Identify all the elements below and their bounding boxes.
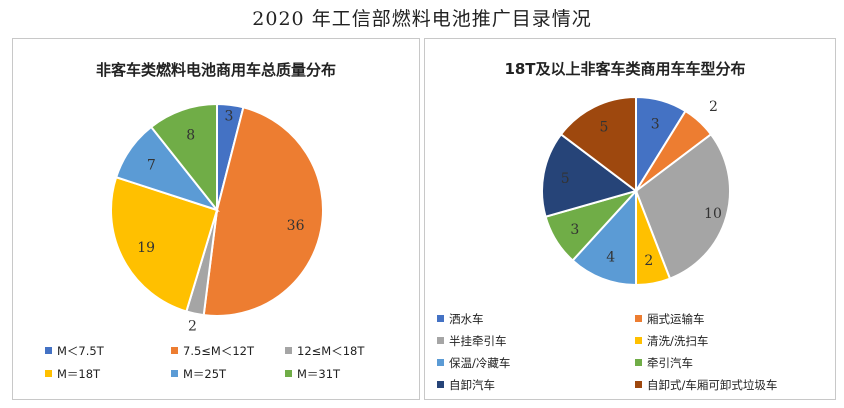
weight-data-label-0: 3 bbox=[224, 109, 233, 125]
weight-data-label-2: 2 bbox=[188, 318, 197, 334]
vehicle-type-slice-7 bbox=[559, 95, 637, 194]
weight-legend-item-0: M＜7.5T bbox=[45, 343, 104, 359]
vehicle-type-legend-swatch-6 bbox=[437, 381, 444, 388]
vehicle-type-legend-label-2: 半挂牵引车 bbox=[449, 334, 507, 348]
vehicle-type-slice-4 bbox=[571, 188, 637, 287]
weight-legend-label-1: 7.5≤M＜12T bbox=[183, 344, 255, 358]
vehicle-type-legend-label-1: 厢式运输车 bbox=[647, 312, 705, 326]
pie-chart-vehicle-type: 3 2 10 2 4 3 5 5 bbox=[541, 95, 731, 287]
weight-data-label-1: 36 bbox=[287, 218, 305, 234]
weight-legend-item-1: 7.5≤M＜12T bbox=[171, 343, 254, 359]
vehicle-type-legend-swatch-4 bbox=[437, 359, 444, 366]
weight-legend-item-5: M＝31T bbox=[285, 366, 340, 382]
weight-legend-swatch-3 bbox=[45, 370, 52, 377]
vehicle-type-legend-item-2: 半挂牵引车 bbox=[437, 333, 507, 349]
weight-legend-label-5: M＝31T bbox=[297, 367, 341, 381]
weight-legend-item-2: 12≤M＜18T bbox=[285, 343, 364, 359]
vehicle-type-slice-2 bbox=[634, 132, 731, 280]
vehicle-type-legend-item-7: 自卸式/车厢可卸式垃圾车 bbox=[635, 377, 777, 393]
weight-legend-swatch-4 bbox=[171, 370, 178, 377]
vehicle-type-legend-item-5: 牵引汽车 bbox=[635, 355, 693, 371]
pie-chart-weight: 3 36 2 19 7 8 bbox=[110, 102, 324, 334]
vehicle-type-legend-label-6: 自卸汽车 bbox=[449, 378, 495, 392]
weight-legend-label-3: M＝18T bbox=[57, 367, 101, 381]
vehicle-type-data-label-0: 3 bbox=[651, 117, 660, 133]
weight-legend-swatch-0 bbox=[45, 347, 52, 354]
vehicle-type-data-label-2: 10 bbox=[704, 206, 722, 222]
weight-slice-3 bbox=[110, 175, 219, 313]
weight-data-label-3: 19 bbox=[137, 240, 155, 256]
weight-legend-label-2: 12≤M＜18T bbox=[297, 344, 365, 358]
vehicle-type-legend-item-0: 洒水车 bbox=[437, 311, 484, 327]
weight-legend-swatch-5 bbox=[285, 370, 292, 377]
legend-vehicle-type: 洒水车 厢式运输车半挂牵引车 清洗/洗扫车保温/冷藏车 牵引汽车自卸汽车 自卸式/车厢可… bbox=[425, 39, 837, 401]
vehicle-type-legend-swatch-1 bbox=[635, 315, 642, 322]
weight-legend-label-4: M＝25T bbox=[183, 367, 227, 381]
weight-legend-label-0: M＜7.5T bbox=[57, 344, 104, 358]
weight-data-label-4: 7 bbox=[147, 157, 156, 173]
vehicle-type-data-label-3: 2 bbox=[644, 253, 653, 269]
weight-slice-1 bbox=[202, 106, 324, 317]
vehicle-type-slice-6 bbox=[541, 132, 639, 218]
vehicle-type-data-label-6: 5 bbox=[561, 171, 570, 187]
weight-data-label-5: 8 bbox=[186, 127, 195, 143]
vehicle-type-legend-swatch-3 bbox=[635, 337, 642, 344]
vehicle-type-legend-item-4: 保温/冷藏车 bbox=[437, 355, 510, 371]
vehicle-type-legend-swatch-0 bbox=[437, 315, 444, 322]
weight-legend-swatch-2 bbox=[285, 347, 292, 354]
weight-slice-5 bbox=[149, 102, 218, 213]
chart-panel-vehicle-type: 18T及以上非客车类商用车车型分布 3 2 10 2 4 3 5 5 洒水车 厢式运输车半挂牵引… bbox=[424, 38, 836, 400]
vehicle-type-legend-label-3: 清洗/洗扫车 bbox=[647, 334, 709, 348]
vehicle-type-data-label-7: 5 bbox=[599, 120, 608, 136]
weight-legend-swatch-1 bbox=[171, 347, 178, 354]
chart-panel-weight: 非客车类燃料电池商用车总质量分布 3 36 2 19 7 8 M＜7.5T 7.5≤M＜12… bbox=[12, 38, 420, 400]
vehicle-type-legend-label-0: 洒水车 bbox=[449, 312, 484, 326]
legend-weight: M＜7.5T 7.5≤M＜12T 12≤M＜18T M＝18T M＝25T M＝31T bbox=[13, 39, 421, 401]
chart-title-weight: 非客车类燃料电池商用车总质量分布 bbox=[95, 61, 336, 79]
chart-title-vehicle-type: 18T及以上非客车类商用车车型分布 bbox=[504, 60, 746, 78]
vehicle-type-legend-label-4: 保温/冷藏车 bbox=[449, 356, 511, 370]
vehicle-type-legend-swatch-2 bbox=[437, 337, 444, 344]
vehicle-type-legend-item-1: 厢式运输车 bbox=[635, 311, 705, 327]
vehicle-type-legend-item-3: 清洗/洗扫车 bbox=[635, 333, 708, 349]
weight-legend-item-3: M＝18T bbox=[45, 366, 100, 382]
vehicle-type-legend-label-7: 自卸式/车厢可卸式垃圾车 bbox=[647, 378, 778, 392]
vehicle-type-data-label-1: 2 bbox=[709, 99, 718, 115]
vehicle-type-legend-item-6: 自卸汽车 bbox=[437, 377, 495, 393]
vehicle-type-legend-swatch-7 bbox=[635, 381, 642, 388]
vehicle-type-data-label-4: 4 bbox=[606, 249, 615, 265]
vehicle-type-legend-label-5: 牵引汽车 bbox=[647, 356, 693, 370]
vehicle-type-data-label-5: 3 bbox=[570, 222, 579, 238]
vehicle-type-legend-swatch-5 bbox=[635, 359, 642, 366]
page-title: 2020 年工信部燃料电池推广目录情况 bbox=[252, 8, 592, 30]
weight-legend-item-4: M＝25T bbox=[171, 366, 226, 382]
